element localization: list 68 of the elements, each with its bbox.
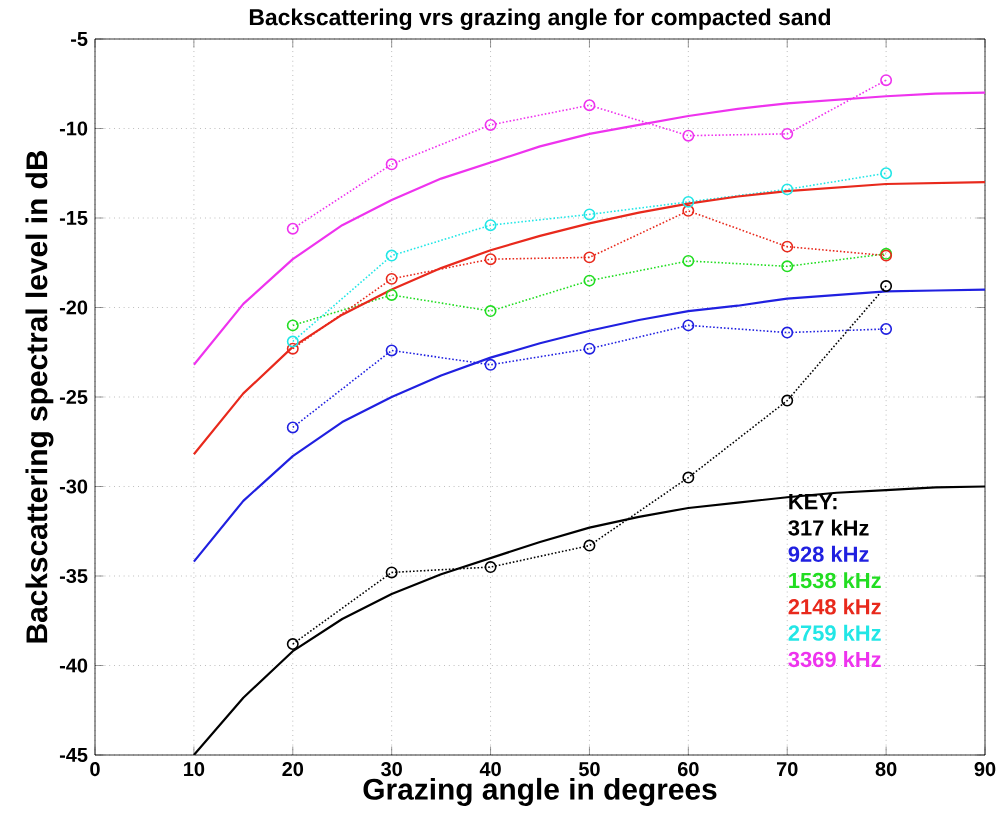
point xyxy=(781,127,794,140)
x-tick-label: 50 xyxy=(578,762,600,777)
point xyxy=(583,99,596,112)
text: 1538 kHz xyxy=(789,572,881,589)
y-tick-label: -35 xyxy=(59,568,88,584)
point xyxy=(385,158,398,171)
y-tick-label: -25 xyxy=(59,389,88,405)
point xyxy=(484,305,497,318)
point xyxy=(583,274,596,287)
x-tick-label: 20 xyxy=(282,762,304,777)
x-tick-label: 60 xyxy=(677,762,699,777)
point xyxy=(385,566,398,579)
point xyxy=(286,638,299,650)
x-tick-label: 40 xyxy=(479,762,501,777)
point xyxy=(781,326,794,339)
point xyxy=(484,118,497,131)
x-tick-label: 10 xyxy=(184,762,205,777)
point xyxy=(880,167,893,180)
x-tick-label: 30 xyxy=(381,762,402,777)
point xyxy=(781,394,794,407)
point xyxy=(682,195,695,208)
point xyxy=(286,342,299,355)
point xyxy=(682,471,695,484)
point xyxy=(781,183,794,196)
x-tick-label: 80 xyxy=(875,762,897,777)
point xyxy=(880,280,893,292)
point xyxy=(385,288,398,301)
point xyxy=(781,260,794,273)
point xyxy=(583,342,596,355)
y-tick-label: -30 xyxy=(59,479,88,494)
point xyxy=(286,421,299,434)
point xyxy=(880,323,893,335)
text: 928 kHz xyxy=(788,545,869,562)
y-tick-label: -20 xyxy=(59,300,88,315)
text: 317 kHz xyxy=(788,519,869,536)
point xyxy=(286,222,299,235)
point xyxy=(484,253,497,266)
y-tick-label: -40 xyxy=(59,658,88,673)
point xyxy=(385,344,398,357)
point xyxy=(682,129,695,142)
y-tick-label: -45 xyxy=(59,748,88,762)
y-tick-label: -10 xyxy=(59,121,88,136)
point xyxy=(484,358,497,371)
x-axis-title: Grazing angle in degrees xyxy=(363,777,717,806)
point xyxy=(583,539,596,552)
point xyxy=(682,319,695,332)
point xyxy=(682,204,695,217)
text: 2759 kHz xyxy=(788,624,881,641)
text: 3369 kHz xyxy=(788,651,881,668)
point xyxy=(286,319,299,332)
point xyxy=(385,249,398,262)
chart-title: Backscattering vrs grazing angle for compacted sand xyxy=(249,8,831,30)
y-axis-title: Backscattering spectral level in dB xyxy=(25,150,54,643)
point xyxy=(880,74,893,87)
point xyxy=(781,240,794,253)
y-tick-label: -5 xyxy=(71,32,88,46)
point xyxy=(484,219,497,232)
point xyxy=(583,208,596,221)
point xyxy=(286,335,299,348)
x-tick-label: 70 xyxy=(776,762,798,777)
x-tick-label: 0 xyxy=(90,762,100,777)
point xyxy=(583,251,596,264)
text: 2148 kHz xyxy=(788,598,881,615)
y-tick-label: -15 xyxy=(59,211,88,225)
x-tick-label: 90 xyxy=(974,762,996,777)
point xyxy=(385,272,398,285)
point xyxy=(682,254,695,267)
point xyxy=(484,561,497,574)
